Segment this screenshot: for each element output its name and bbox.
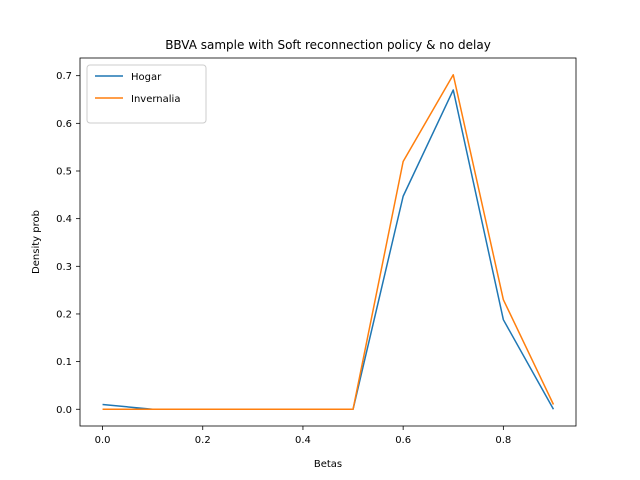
x-tick-label: 0.6 (395, 435, 411, 446)
legend: Hogar Invernalia (86, 64, 207, 124)
x-axis-label: Betas (314, 459, 342, 470)
y-tick-label: 0.4 (56, 214, 72, 225)
x-axis-ticks: 0.0 0.2 0.4 0.6 0.8 (95, 426, 511, 446)
x-tick-label: 0.8 (495, 435, 511, 446)
x-tick-label: 0.0 (95, 435, 111, 446)
y-tick-label: 0.3 (56, 262, 72, 273)
series-line-invernalia (102, 73, 555, 411)
y-axis-ticks: 0.0 0.1 0.2 0.3 0.4 0.5 0.6 0.7 (56, 71, 80, 416)
x-tick-label: 0.4 (295, 435, 311, 446)
y-axis-label: Density prob (31, 210, 42, 274)
y-tick-label: 0.0 (56, 405, 72, 416)
y-tick-label: 0.5 (56, 166, 72, 177)
legend-box (86, 64, 207, 124)
y-tick-label: 0.7 (56, 71, 72, 82)
y-tick-label: 0.2 (56, 309, 72, 320)
plot-area (102, 73, 555, 411)
y-tick-label: 0.1 (56, 357, 72, 368)
chart-title: BBVA sample with Soft reconnection polic… (165, 38, 491, 52)
y-tick-label: 0.6 (56, 119, 72, 130)
legend-label-hogar: Hogar (131, 72, 162, 83)
legend-label-invernalia: Invernalia (131, 94, 180, 105)
axes-frame (79, 57, 577, 427)
x-tick-label: 0.2 (195, 435, 211, 446)
